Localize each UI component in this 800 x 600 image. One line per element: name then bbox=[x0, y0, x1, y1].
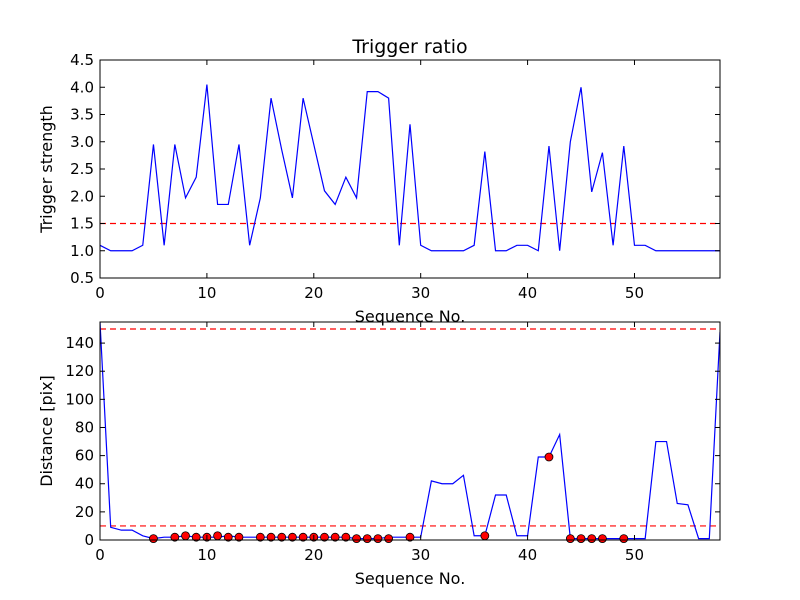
data-point-marker bbox=[320, 532, 329, 542]
y-axis-label: Trigger strength bbox=[37, 105, 56, 234]
x-tick-label: 40 bbox=[518, 284, 537, 302]
y-tick-label: 3.0 bbox=[70, 133, 94, 151]
x-tick-label: 30 bbox=[411, 546, 430, 564]
chart-title: Trigger ratio bbox=[351, 36, 467, 58]
y-tick-label: 2.5 bbox=[70, 160, 94, 178]
x-tick-label: 50 bbox=[625, 546, 644, 564]
data-point-marker bbox=[362, 534, 372, 543]
y-tick-label: 140 bbox=[65, 334, 94, 352]
x-tick-label: 10 bbox=[197, 284, 216, 302]
data-point-marker bbox=[384, 534, 394, 543]
data-point-marker bbox=[288, 532, 297, 542]
plot-frame bbox=[99, 321, 721, 541]
y-tick-label: 1.0 bbox=[70, 242, 94, 260]
x-tick-label: 20 bbox=[304, 284, 323, 302]
y-tick-label: 4.0 bbox=[70, 78, 94, 96]
data-point-marker bbox=[619, 534, 629, 543]
data-point-marker bbox=[544, 452, 554, 462]
data-point-marker bbox=[255, 532, 265, 542]
y-tick-label: 4.5 bbox=[70, 51, 94, 69]
x-tick-label: 40 bbox=[518, 546, 537, 564]
x-axis-label: Sequence No. bbox=[355, 569, 466, 588]
data-point-marker bbox=[298, 532, 308, 542]
data-point-marker bbox=[587, 534, 597, 543]
series-line bbox=[100, 84, 720, 252]
data-point-marker bbox=[576, 534, 586, 543]
data-point-marker bbox=[170, 532, 180, 542]
data-point-marker bbox=[341, 532, 351, 542]
data-point-marker bbox=[149, 534, 158, 543]
x-tick-label: 20 bbox=[304, 546, 323, 564]
data-point-marker bbox=[223, 532, 233, 542]
y-tick-label: 1.5 bbox=[70, 215, 94, 233]
data-point-marker bbox=[373, 534, 383, 543]
y-tick-label: 3.5 bbox=[70, 106, 94, 124]
y-tick-label: 60 bbox=[75, 447, 94, 465]
data-point-marker bbox=[191, 532, 201, 542]
data-point-marker bbox=[480, 531, 490, 541]
data-point-marker bbox=[266, 532, 276, 542]
y-axis-label: Distance [pix] bbox=[37, 375, 56, 487]
y-tick-label: 120 bbox=[65, 362, 94, 380]
data-point-marker bbox=[234, 532, 244, 542]
bottom-plot-panel: 0 10 20 30 40 50 0 20 40 60 80 100 120 140 Sequence No… bbox=[37, 321, 721, 588]
plot-area bbox=[100, 84, 720, 252]
y-tick-label: 40 bbox=[75, 475, 94, 493]
y-tick-label: 80 bbox=[75, 418, 94, 436]
x-tick-label: 0 bbox=[95, 546, 105, 564]
data-point-marker bbox=[352, 534, 361, 543]
data-point-marker bbox=[598, 534, 607, 543]
x-tick-label: 30 bbox=[411, 284, 430, 302]
y-tick-label: 20 bbox=[75, 503, 94, 521]
x-axis-label: Sequence No. bbox=[355, 307, 466, 326]
data-point-marker bbox=[405, 532, 415, 542]
top-plot-panel: 0 10 20 30 40 50 0.5 1.0 1.5 2.0 2.5 3.0 3.5 4.0 4.5 Se… bbox=[37, 51, 721, 326]
data-point-marker bbox=[330, 532, 340, 542]
y-tick-label: 100 bbox=[65, 390, 94, 408]
y-tick-label: 0 bbox=[84, 531, 94, 549]
y-tick-label: 2.0 bbox=[70, 187, 94, 205]
data-point-marker bbox=[565, 534, 575, 543]
x-tick-label: 0 bbox=[95, 284, 105, 302]
x-tick-label: 10 bbox=[197, 546, 216, 564]
data-point-marker bbox=[213, 531, 222, 541]
data-point-marker bbox=[277, 532, 287, 542]
y-tick-label: 0.5 bbox=[70, 269, 94, 287]
data-point-marker bbox=[181, 531, 190, 541]
x-tick-label: 50 bbox=[625, 284, 644, 302]
